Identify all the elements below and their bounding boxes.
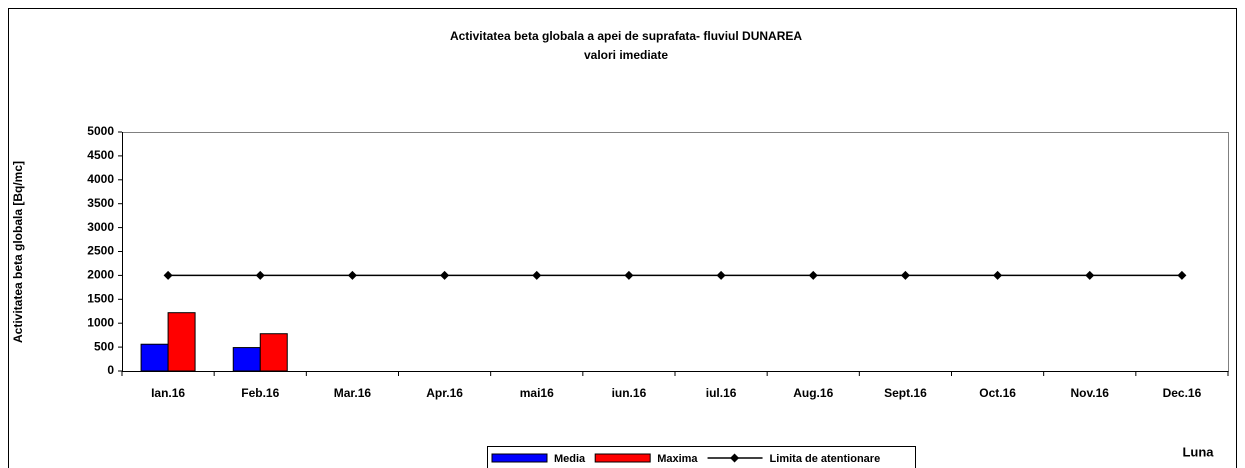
legend-swatch: [491, 453, 548, 463]
x-tick-label: Ian.16: [151, 386, 185, 400]
chart-title: Activitatea beta globala a apei de supra…: [450, 29, 802, 43]
line-marker: [993, 270, 1003, 280]
y-tick-label: 4000: [87, 172, 114, 186]
legend-label: Maxima: [657, 453, 698, 465]
x-tick-label: Dec.16: [1163, 386, 1202, 400]
line-marker: [163, 270, 173, 280]
y-tick-label: 2500: [87, 244, 114, 258]
x-tick-label: iul.16: [706, 386, 737, 400]
line-marker: [1177, 270, 1187, 280]
x-tick-label: Oct.16: [979, 386, 1016, 400]
x-tick-label: Nov.16: [1071, 386, 1110, 400]
bar: [167, 312, 196, 372]
x-tick-label: Feb.16: [241, 386, 279, 400]
line-marker: [255, 270, 265, 280]
bar: [232, 347, 261, 372]
y-tick-label: 4500: [87, 148, 114, 162]
bar: [140, 343, 169, 372]
y-axis-label: Activitatea beta globala [Bq/mc]: [11, 161, 25, 343]
line-marker: [716, 270, 726, 280]
chart-subtitle: valori imediate: [584, 48, 668, 62]
x-axis-label: Luna: [1182, 444, 1214, 459]
y-tick-label: 500: [94, 339, 114, 353]
line-marker: [900, 270, 910, 280]
x-tick-label: Aug.16: [793, 386, 833, 400]
y-tick-label: 3500: [87, 196, 114, 210]
legend-box: [487, 446, 916, 468]
bar: [259, 333, 288, 372]
line-marker: [624, 270, 634, 280]
x-tick-label: Mar.16: [334, 386, 372, 400]
legend-label: Media: [554, 453, 586, 465]
y-tick-label: 2000: [87, 268, 114, 282]
line-marker: [1085, 270, 1095, 280]
y-tick-label: 3000: [87, 220, 114, 234]
x-tick-label: mai16: [520, 386, 554, 400]
x-tick-label: iun.16: [612, 386, 647, 400]
y-tick-label: 0: [107, 363, 114, 377]
line-marker: [532, 270, 542, 280]
line-marker: [347, 270, 357, 280]
line-marker: [440, 270, 450, 280]
line-marker: [808, 270, 818, 280]
legend-marker: [730, 453, 740, 463]
x-tick-label: Sept.16: [884, 386, 927, 400]
plot-area: [122, 132, 1229, 372]
y-tick-label: 1500: [87, 291, 114, 305]
y-tick-label: 1000: [87, 315, 114, 329]
legend-swatch: [594, 453, 651, 463]
legend-label: Limita de atentionare: [770, 453, 881, 465]
x-tick-label: Apr.16: [426, 386, 463, 400]
y-tick-label: 5000: [87, 124, 114, 138]
